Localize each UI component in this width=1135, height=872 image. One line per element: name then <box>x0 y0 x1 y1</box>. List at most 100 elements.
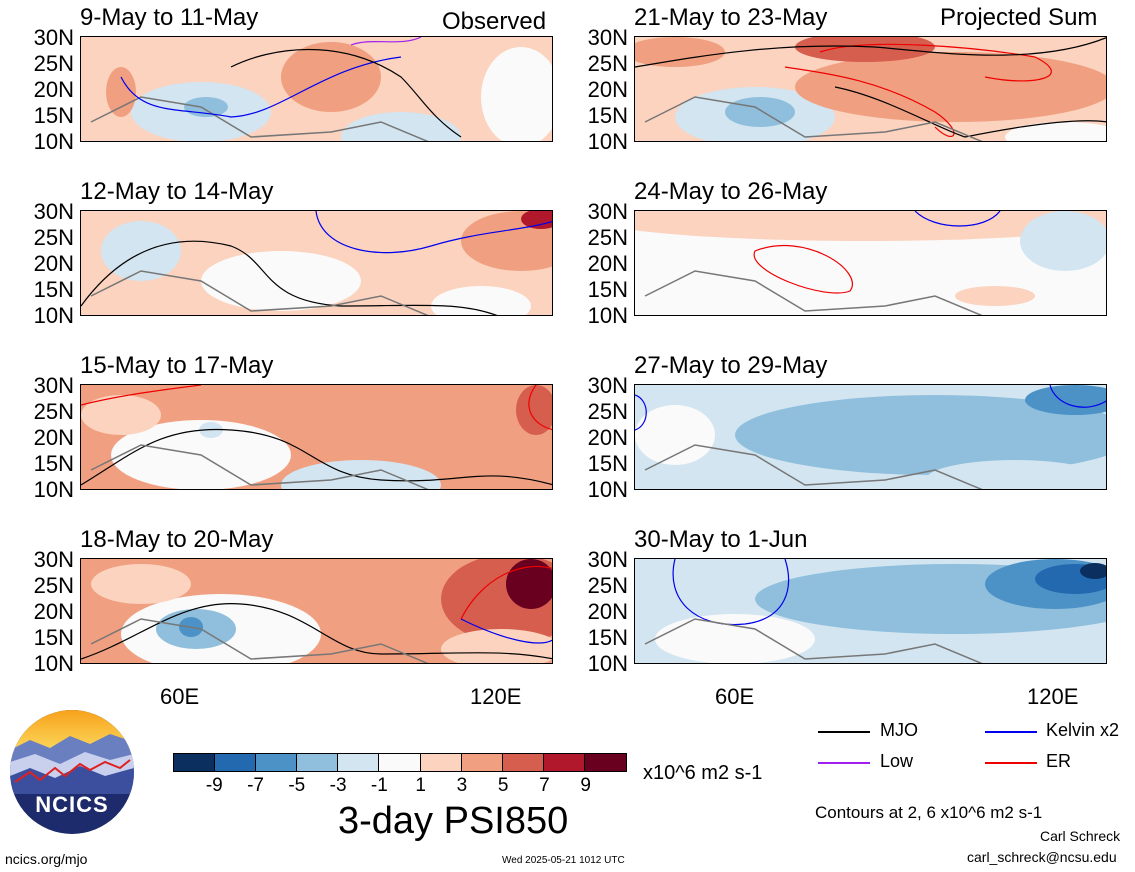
colorbar-bin <box>256 754 298 771</box>
lat-label: 25N <box>587 399 628 424</box>
colorbar-tick: -3 <box>329 775 347 796</box>
colorbar-bin <box>338 754 380 771</box>
lat-label: 10N <box>587 303 628 328</box>
logo-text: NCICS <box>35 792 109 817</box>
panel-title: 15-May to 17-May <box>80 352 274 379</box>
lat-label: 25N <box>33 399 74 424</box>
lat-label: 20N <box>587 425 628 450</box>
legend-label: Low <box>880 751 914 771</box>
lat-label: 20N <box>33 251 74 276</box>
colorbar <box>173 753 627 772</box>
colorbar-tick: -1 <box>370 775 388 796</box>
lat-label: 15N <box>587 103 628 128</box>
lat-label: 25N <box>587 51 628 76</box>
email: carl_schreck@ncsu.edu <box>967 849 1117 865</box>
lat-label: 30N <box>33 547 74 572</box>
map-panel <box>80 210 553 316</box>
ncics-logo: NCICS <box>10 710 134 834</box>
panel-tag: Observed <box>442 8 547 35</box>
lat-label: 20N <box>587 251 628 276</box>
map-panel <box>634 384 1107 490</box>
lat-label: 15N <box>587 625 628 650</box>
lat-label: 10N <box>33 651 74 676</box>
legend-swatch-mjo <box>818 731 870 733</box>
legend-swatch-kelvin <box>985 731 1037 733</box>
legend-swatch-low <box>818 762 870 764</box>
colorbar-tick: -7 <box>247 775 264 796</box>
site-url: ncics.org/mjo <box>5 851 88 867</box>
colorbar-tick: 1 <box>415 775 426 796</box>
colorbar-bin <box>502 754 544 771</box>
colorbar-tick: 3 <box>456 775 468 796</box>
colorbar-tick: -9 <box>205 775 223 796</box>
colorbar-tick: 5 <box>497 775 509 796</box>
lat-label: 15N <box>33 451 74 476</box>
lon-label: 60E <box>160 684 200 709</box>
lat-label: 20N <box>587 77 628 102</box>
author: Carl Schreck <box>1040 828 1121 844</box>
lat-label: 30N <box>587 199 628 224</box>
panel-tag: Projected Sum <box>940 4 1098 31</box>
panel-title: 9-May to 11-May <box>80 4 259 31</box>
lat-label: 30N <box>33 25 74 50</box>
colorbar-bin <box>297 754 339 771</box>
lat-label: 10N <box>587 651 628 676</box>
colorbar-tick: -5 <box>288 775 306 796</box>
colorbar-bin <box>584 754 627 771</box>
legend-label: ER <box>1046 751 1072 771</box>
lat-label: 10N <box>587 477 628 502</box>
lat-label: 10N <box>33 477 74 502</box>
colorbar-tick: 9 <box>580 775 591 796</box>
panel-title: 30-May to 1-Jun <box>634 526 808 553</box>
legend-label: Kelvin x2 <box>1046 720 1120 740</box>
lat-label: 30N <box>587 547 628 572</box>
lon-label: 60E <box>715 684 755 709</box>
colorbar-tick: 7 <box>539 775 550 796</box>
lat-label: 30N <box>33 373 74 398</box>
colorbar-bin <box>215 754 257 771</box>
lat-label: 20N <box>33 425 74 450</box>
contours-note: Contours at 2, 6 x10^6 m2 s-1 <box>815 803 1043 822</box>
map-panel <box>80 36 553 142</box>
lat-label: 25N <box>587 225 628 250</box>
lat-label: 10N <box>587 129 628 154</box>
map-panel <box>80 384 553 490</box>
map-panel <box>634 36 1107 142</box>
panel-title: 12-May to 14-May <box>80 178 274 205</box>
lat-label: 30N <box>587 25 628 50</box>
lon-label: 120E <box>470 684 522 709</box>
lat-label: 25N <box>33 51 74 76</box>
lat-label: 10N <box>33 129 74 154</box>
lat-label: 25N <box>587 573 628 598</box>
lat-label: 30N <box>33 199 74 224</box>
lat-label: 15N <box>587 277 628 302</box>
lat-label: 15N <box>33 103 74 128</box>
timestamp: Wed 2025-05-21 1012 UTC <box>502 855 625 866</box>
colorbar-bin <box>543 754 585 771</box>
lat-label: 15N <box>33 625 74 650</box>
panel-title: 24-May to 26-May <box>634 178 828 205</box>
colorbar-bin <box>174 754 216 771</box>
map-panel <box>634 210 1107 316</box>
colorbar-bin <box>461 754 503 771</box>
lat-label: 15N <box>587 451 628 476</box>
lat-label: 10N <box>33 303 74 328</box>
lon-label: 120E <box>1027 684 1079 709</box>
lat-label: 20N <box>33 599 74 624</box>
panel-title: 21-May to 23-May <box>634 4 828 31</box>
panel-title: 18-May to 20-May <box>80 526 274 553</box>
lat-label: 15N <box>33 277 74 302</box>
legend-label: MJO <box>880 720 918 740</box>
lat-label: 30N <box>587 373 628 398</box>
map-panel <box>634 558 1107 664</box>
colorbar-bin <box>379 754 421 771</box>
lat-label: 25N <box>33 225 74 250</box>
lat-label: 20N <box>33 77 74 102</box>
lat-label: 25N <box>33 573 74 598</box>
map-panel <box>80 558 553 664</box>
panel-title: 27-May to 29-May <box>634 352 828 379</box>
colorbar-units: x10^6 m2 s-1 <box>643 762 763 784</box>
legend-swatch-er <box>985 762 1037 764</box>
figure-title: 3-day PSI850 <box>338 800 569 842</box>
colorbar-bin <box>420 754 462 771</box>
